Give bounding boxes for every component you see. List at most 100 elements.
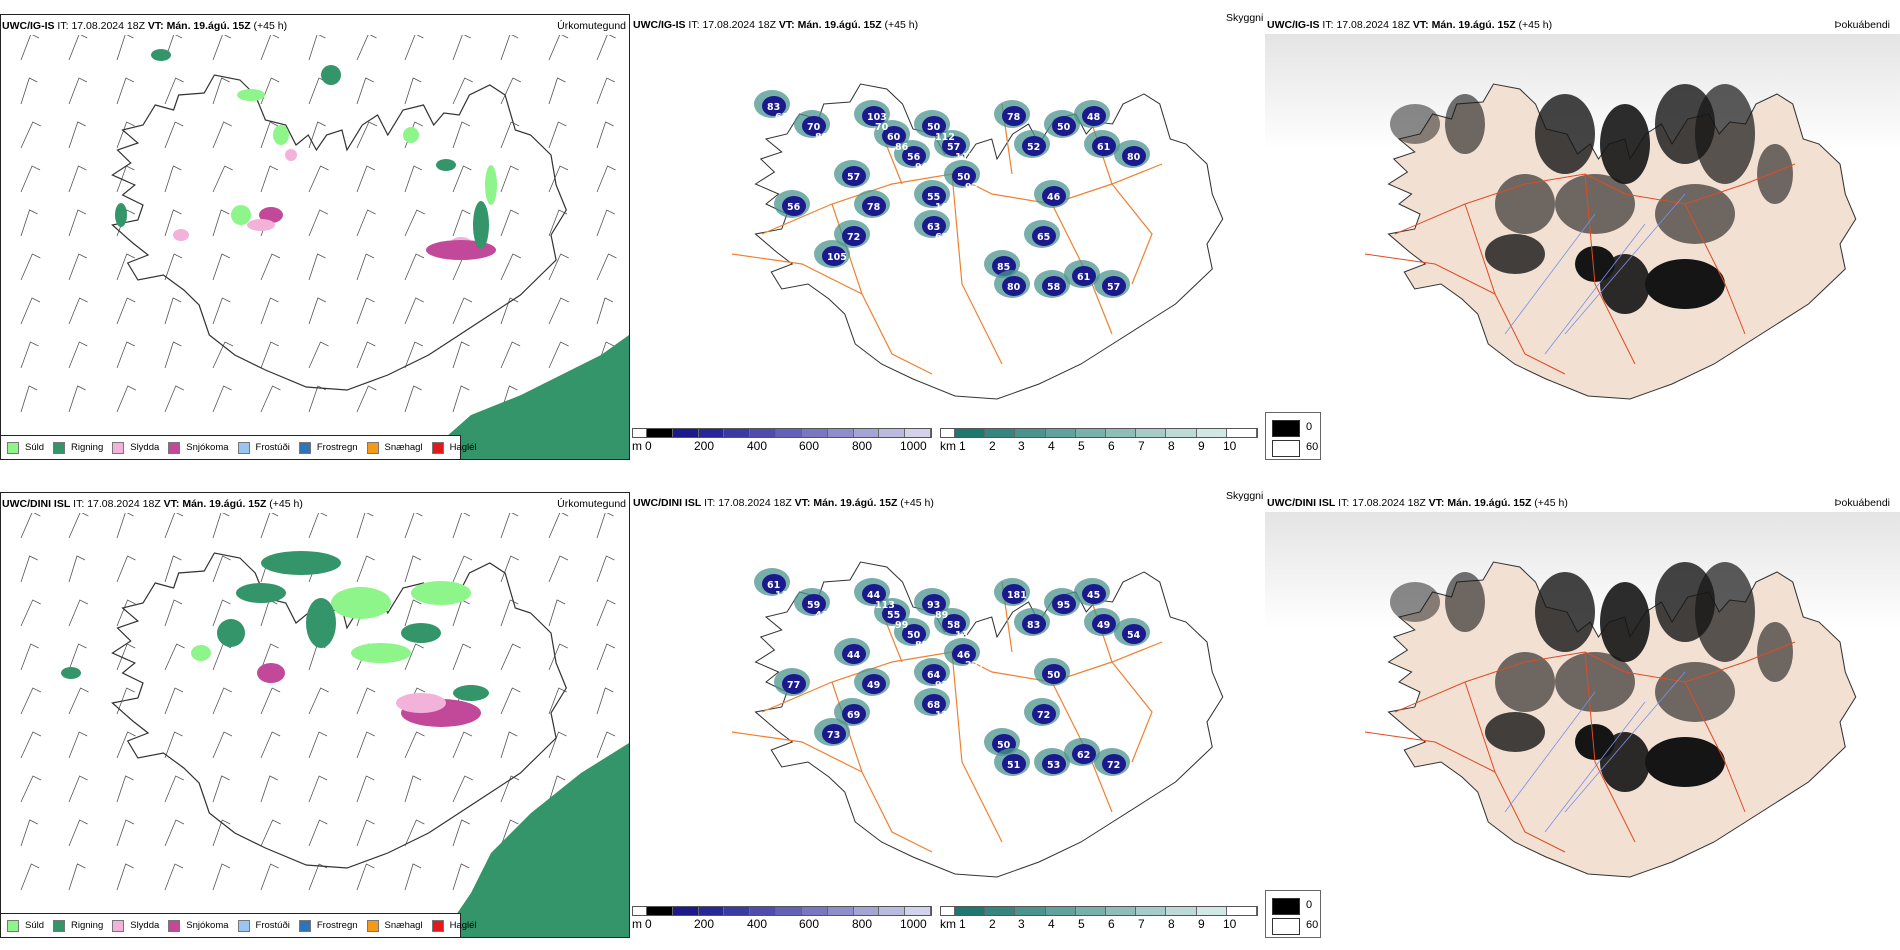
wind-barb (596, 253, 617, 281)
wind-barb (308, 775, 328, 803)
cloud-base-label: 49 (867, 680, 880, 691)
cloud-base-label: 106 (935, 202, 955, 213)
cloud-base-cell (802, 594, 826, 614)
cloud-base-cell (922, 694, 946, 714)
precip-cell (396, 693, 446, 713)
wind-barb (596, 121, 614, 149)
wind-barb (116, 341, 135, 369)
colorbar-segment (879, 907, 906, 915)
wind-barb (308, 209, 328, 237)
wind-barb (404, 555, 422, 583)
legend-swatch (366, 919, 379, 932)
cloud-base-label: 97 (935, 680, 948, 691)
wind-barb (260, 165, 279, 193)
legend-swatch (112, 441, 125, 454)
wind-barb (548, 599, 566, 627)
wind-barb (548, 121, 567, 149)
cloud-base-cell (952, 644, 976, 664)
wind-barb (356, 121, 378, 149)
colorbar-segment (1136, 907, 1167, 915)
colorbar-segment (1166, 907, 1197, 915)
wind-barb (20, 599, 41, 627)
colorbar-tick: 200 (694, 917, 715, 931)
legend-label: Snjókoma (186, 442, 229, 453)
cloud-visibility-panel: UWC/IG-IS IT: 17.08.2024 18Z VT: Mán. 19… (632, 14, 1264, 460)
colorbar-under (941, 429, 955, 437)
cloud-base-cell (1042, 754, 1066, 774)
wind-barb (68, 687, 89, 715)
legend-label: Rigning (71, 920, 104, 931)
colorbar-segment (905, 429, 931, 437)
cloud-base-label: 63 (775, 112, 788, 123)
valid-time: Mán. 19.ágú. 15Z (1431, 19, 1516, 31)
precip-cells (61, 551, 489, 727)
cloud-base-label: 61 (767, 580, 780, 591)
wind-barb (404, 253, 425, 281)
wind-barb (20, 297, 41, 325)
cloud-base-cell (1032, 226, 1056, 246)
legend-swatch-0 (1272, 420, 1300, 437)
wind-barb (500, 77, 522, 105)
cloud-base-label: 50 (1047, 670, 1061, 681)
wind-barb (500, 209, 519, 237)
cloud-base-label: 69 (847, 710, 860, 721)
precip-cell (473, 201, 489, 249)
fog-cell (1485, 234, 1545, 274)
wind-barb (500, 341, 521, 369)
wind-barb (116, 35, 134, 61)
legend-swatch (168, 441, 181, 454)
wind-barb (452, 731, 473, 759)
fog-indicator-panel: UWC/DINI ISL IT: 17.08.2024 18Z VT: Mán.… (1265, 492, 1900, 938)
legend-item-rigning: Rigning (53, 919, 104, 932)
precip-type-panel: UWC/DINI ISL IT: 17.08.2024 18Z VT: Mán.… (0, 492, 630, 938)
valid-time: Mán. 19.ágú. 15Z (182, 498, 267, 510)
fog-cells (1390, 84, 1793, 314)
legend-item-snjokoma: Snjókoma (168, 919, 229, 932)
precip-cell (331, 587, 391, 619)
fog-cell (1695, 84, 1755, 184)
colorbar-under (633, 429, 647, 437)
it-label: IT: (1338, 497, 1350, 509)
legend-label: Snjókoma (186, 920, 229, 931)
wind-barb (404, 863, 422, 891)
colorbar-segment (1075, 429, 1107, 437)
panel-title: Þokuábendi (1834, 19, 1890, 31)
wind-barb (596, 165, 616, 193)
wind-barb (308, 341, 329, 369)
visibility-colorbar: km 1 2 3 4 5 6 7 8 9 10 (940, 428, 1260, 458)
wind-barb (404, 165, 423, 193)
cloud-base-cell (802, 116, 826, 136)
fog-cell (1535, 94, 1595, 174)
wind-barb (20, 165, 41, 193)
cloud-base-label: 83 (1027, 620, 1040, 631)
cloud-base-label: 136 (955, 630, 975, 641)
lead-time: (+45 h) (253, 20, 288, 32)
fog-cell (1445, 94, 1485, 154)
precip-cell (261, 551, 341, 575)
vt-label: VT: (1428, 497, 1445, 509)
wind-barb (164, 209, 182, 237)
cloud-base-label: 45 (1087, 590, 1100, 601)
rain-area-sea (421, 335, 629, 459)
wind-barb (452, 209, 471, 237)
wind-barb (308, 731, 328, 759)
cloud-base-cell (1072, 744, 1096, 764)
wind-barb (308, 385, 327, 413)
colorbar-segment (827, 907, 854, 915)
model-name: UWC/DINI ISL (2, 498, 71, 510)
panel-header: UWC/IG-IS IT: 17.08.2024 18Z VT: Mán. 19… (1267, 19, 1552, 31)
cloud-base-cell (782, 674, 806, 694)
road (1584, 173, 1636, 365)
precip-cell (173, 229, 189, 241)
cloud-base-label: 105 (827, 252, 847, 263)
wind-barb (20, 209, 38, 237)
wind-barb (212, 687, 232, 715)
precip-cell (231, 205, 251, 225)
road-network (1364, 163, 1796, 375)
cloud-base-cell (1082, 106, 1106, 126)
cloud-base-label: 85 (915, 640, 928, 651)
wind-barb (404, 599, 422, 627)
colorbar-tick: 5 (1078, 439, 1085, 453)
cloud-base-label: 56 (787, 202, 801, 213)
colorbar-segment (647, 907, 673, 915)
